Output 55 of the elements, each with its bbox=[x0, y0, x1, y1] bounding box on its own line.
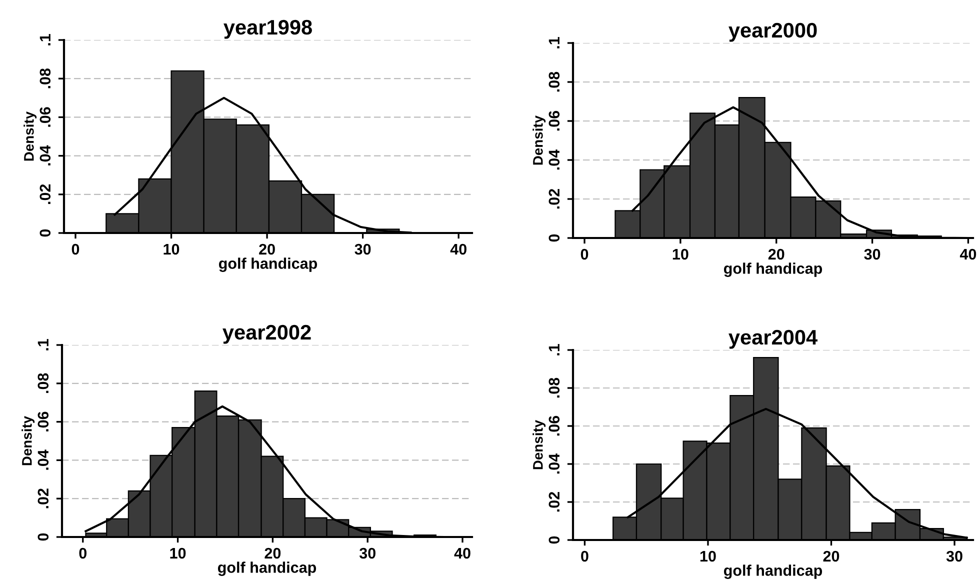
y-tick-label: .02 bbox=[38, 488, 49, 508]
x-tick-label: 10 bbox=[164, 244, 180, 255]
y-tick-label: .04 bbox=[548, 149, 560, 170]
y-tick-label: .06 bbox=[40, 107, 51, 127]
x-tick-label: 0 bbox=[580, 248, 588, 260]
x-tick-label: 20 bbox=[264, 548, 281, 559]
x-tick-label: 10 bbox=[700, 550, 716, 562]
y-axis-title: Density bbox=[532, 420, 546, 470]
x-tick-label: 20 bbox=[259, 244, 275, 255]
x-tick-label: 40 bbox=[454, 548, 470, 559]
x-tick-label: 30 bbox=[354, 244, 371, 255]
y-tick-label: 0 bbox=[40, 229, 51, 237]
y-axis-title: Density bbox=[532, 115, 546, 165]
x-axis-title: golf handicap bbox=[218, 562, 316, 576]
y-tick-label: 0 bbox=[548, 536, 560, 544]
y-tick-label: .1 bbox=[38, 339, 48, 350]
y-tick-label: .1 bbox=[548, 344, 560, 356]
x-tick-label: 40 bbox=[450, 244, 466, 255]
y-tick-label: .02 bbox=[548, 492, 560, 512]
y-tick-label: 0 bbox=[38, 533, 49, 541]
chart-title: year2002 bbox=[222, 324, 311, 344]
y-tick-label: 0 bbox=[548, 234, 560, 242]
y-tick-label: .08 bbox=[548, 72, 560, 92]
x-tick-label: 30 bbox=[359, 548, 376, 559]
y-axis-title: Density bbox=[22, 416, 35, 466]
y-tick-label: .04 bbox=[38, 450, 49, 470]
x-tick-label: 0 bbox=[79, 548, 86, 559]
y-tick-label: .02 bbox=[548, 188, 560, 209]
y-tick-label: .08 bbox=[548, 378, 560, 398]
y-axis-title: Density bbox=[24, 111, 37, 161]
x-tick-label: 20 bbox=[768, 248, 784, 260]
y-tick-label: .06 bbox=[38, 412, 49, 432]
x-tick-label: 30 bbox=[864, 248, 880, 260]
chart-title: year2004 bbox=[728, 330, 818, 349]
y-tick-label: .02 bbox=[40, 184, 51, 204]
y-tick-label: .08 bbox=[40, 68, 51, 88]
x-tick-label: 0 bbox=[72, 244, 80, 255]
y-tick-label: .1 bbox=[548, 37, 560, 48]
x-tick-label: 20 bbox=[823, 550, 840, 562]
x-axis-title: golf handicap bbox=[218, 258, 318, 272]
x-tick-label: 0 bbox=[581, 550, 588, 562]
chart-title: year2000 bbox=[728, 22, 817, 42]
y-tick-label: .1 bbox=[40, 34, 50, 46]
y-tick-label: .04 bbox=[40, 145, 51, 166]
y-tick-label: .06 bbox=[548, 416, 560, 436]
y-tick-label: .08 bbox=[38, 373, 49, 393]
x-tick-label: 40 bbox=[960, 248, 976, 260]
y-tick-label: .06 bbox=[548, 110, 560, 131]
y-tick-label: .04 bbox=[548, 453, 560, 474]
chart-title: year1998 bbox=[224, 20, 312, 39]
x-tick-label: 10 bbox=[170, 548, 186, 559]
x-tick-label: 10 bbox=[672, 248, 688, 260]
x-axis-title: golf handicap bbox=[724, 262, 822, 277]
x-axis-title: golf handicap bbox=[724, 564, 822, 579]
x-tick-label: 30 bbox=[946, 550, 962, 562]
